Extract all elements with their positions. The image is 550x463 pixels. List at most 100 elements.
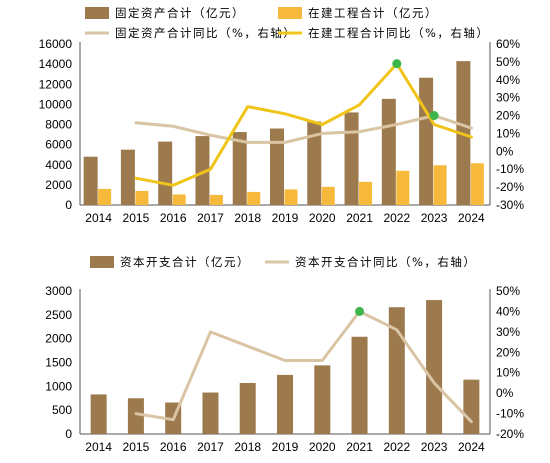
left-axis-tick-label: 3000 <box>45 284 72 298</box>
x-axis-tick-label: 2016 <box>160 440 187 454</box>
right-axis-tick-label: 40% <box>496 304 520 318</box>
x-axis-tick-label: 2021 <box>346 440 373 454</box>
bar-fixed-assets-2014 <box>83 156 98 205</box>
x-axis-tick-label: 2018 <box>234 211 261 225</box>
x-axis-tick-label: 2014 <box>85 440 112 454</box>
x-axis-tick-label: 2015 <box>123 440 150 454</box>
legend-swatch-bar <box>278 7 302 19</box>
line-series-3 <box>134 62 473 187</box>
right-axis-tick-label: 50% <box>496 55 520 69</box>
left-axis-tick-label: 0 <box>65 198 72 212</box>
bar-fixed-assets-2017 <box>195 136 210 205</box>
bar-fixed-assets-2018 <box>232 132 247 205</box>
right-axis-tick-label: 20% <box>496 345 520 359</box>
legend-swatch-bar <box>90 256 114 268</box>
highlight-point <box>429 111 439 121</box>
legend-label: 固定资产合计同比（%，右轴） <box>115 26 296 40</box>
legend-swatch-bar <box>85 7 109 19</box>
bar-capex-2024 <box>463 379 480 434</box>
legend-label: 资本开支合计同比（%，右轴） <box>295 255 476 269</box>
right-axis-tick-label: 10% <box>496 126 520 140</box>
highlight-point <box>392 59 402 69</box>
left-axis-tick-label: 0 <box>65 427 72 441</box>
x-axis-tick-label: 2023 <box>421 211 448 225</box>
x-axis-tick-label: 2024 <box>458 440 485 454</box>
bar-capex-2021 <box>351 336 368 434</box>
top-chart: 0 2000 4000 6000 8000 10000 12000 14000 16000 -30… <box>39 6 525 225</box>
right-axis-tick-label: -20% <box>496 427 524 441</box>
x-axis-tick-label: 2021 <box>346 211 373 225</box>
bar-construction-in-progress-2021 <box>359 181 373 205</box>
right-axis-tick-label: 30% <box>496 325 520 339</box>
bar-fixed-assets-2020 <box>307 121 322 205</box>
line-series-1 <box>134 309 473 424</box>
bar-fixed-assets-2016 <box>158 141 173 205</box>
x-axis-tick-label: 2016 <box>160 211 187 225</box>
x-axis-tick-label: 2015 <box>123 211 150 225</box>
right-axis-tick-label: -20% <box>496 180 524 194</box>
x-axis-tick-label: 2020 <box>309 211 336 225</box>
left-axis-tick-label: 10000 <box>39 97 73 111</box>
right-axis-tick-label: 0% <box>496 144 514 158</box>
right-axis-tick-label: 60% <box>496 37 520 51</box>
bar-construction-in-progress-2024 <box>470 163 484 205</box>
bar-capex-2015 <box>127 398 144 434</box>
x-axis-tick-label: 2020 <box>309 440 336 454</box>
left-axis-tick-label: 2000 <box>45 332 72 346</box>
right-axis-tick-label: 50% <box>496 284 520 298</box>
x-axis-tick-label: 2017 <box>197 440 224 454</box>
bar-construction-in-progress-2018 <box>247 191 261 205</box>
bar-capex-2014 <box>90 394 107 434</box>
bar-construction-in-progress-2020 <box>321 186 335 205</box>
right-axis-tick-label: 40% <box>496 73 520 87</box>
legend-label: 在建工程合计同比（%，右轴） <box>308 26 489 40</box>
x-axis-tick-label: 2018 <box>234 440 261 454</box>
right-axis-tick-label: 0% <box>496 386 514 400</box>
x-axis-tick-label: 2019 <box>272 440 299 454</box>
right-axis-tick-label: -10% <box>496 162 524 176</box>
bar-construction-in-progress-2022 <box>396 170 410 205</box>
x-axis-tick-label: 2024 <box>458 211 485 225</box>
right-axis-tick-label: 30% <box>496 91 520 105</box>
line-series-2 <box>134 114 473 144</box>
x-axis-tick-label: 2017 <box>197 211 224 225</box>
left-axis-tick-label: 2500 <box>45 308 72 322</box>
right-axis-tick-label: 20% <box>496 109 520 123</box>
bar-construction-in-progress-2014 <box>98 188 112 205</box>
bar-capex-2022 <box>388 307 405 434</box>
x-axis-tick-label: 2022 <box>383 440 410 454</box>
x-axis-tick-label: 2014 <box>85 211 112 225</box>
left-axis-tick-label: 8000 <box>45 118 72 132</box>
legend-label: 资本开支合计（亿元） <box>120 255 250 269</box>
right-axis-tick-label: 10% <box>496 366 520 380</box>
bar-construction-in-progress-2023 <box>433 165 447 205</box>
left-axis-tick-label: 6000 <box>45 138 72 152</box>
left-axis-tick-label: 16000 <box>39 37 73 51</box>
bar-fixed-assets-2022 <box>381 98 396 205</box>
highlight-point <box>355 306 365 316</box>
legend-label: 固定资产合计（亿元） <box>115 6 245 20</box>
left-axis-tick-label: 4000 <box>45 158 72 172</box>
x-axis-tick-label: 2019 <box>272 211 299 225</box>
left-axis-tick-label: 14000 <box>39 57 73 71</box>
bar-construction-in-progress-2019 <box>284 189 298 205</box>
bar-fixed-assets-2015 <box>120 149 135 205</box>
left-axis-tick-label: 500 <box>52 403 72 417</box>
left-axis-tick-label: 1000 <box>45 379 72 393</box>
bar-capex-2020 <box>314 365 331 434</box>
left-axis-tick-label: 12000 <box>39 77 73 91</box>
bar-capex-2017 <box>202 392 219 434</box>
legend-label: 在建工程合计（亿元） <box>308 6 438 20</box>
bottom-chart: 0 500 1000 1500 2000 2500 3000 -20% -10% 0% 10% 20%… <box>45 255 524 454</box>
bar-construction-in-progress-2016 <box>172 194 186 205</box>
bar-construction-in-progress-2015 <box>135 190 149 205</box>
bar-capex-2019 <box>277 374 293 434</box>
bar-fixed-assets-2021 <box>344 112 359 205</box>
left-axis-tick-label: 1500 <box>45 356 72 370</box>
bar-capex-2023 <box>426 300 443 434</box>
x-axis-tick-label: 2022 <box>383 211 410 225</box>
bar-capex-2018 <box>239 382 256 434</box>
bar-fixed-assets-2019 <box>270 128 284 205</box>
x-axis-tick-label: 2023 <box>421 440 448 454</box>
